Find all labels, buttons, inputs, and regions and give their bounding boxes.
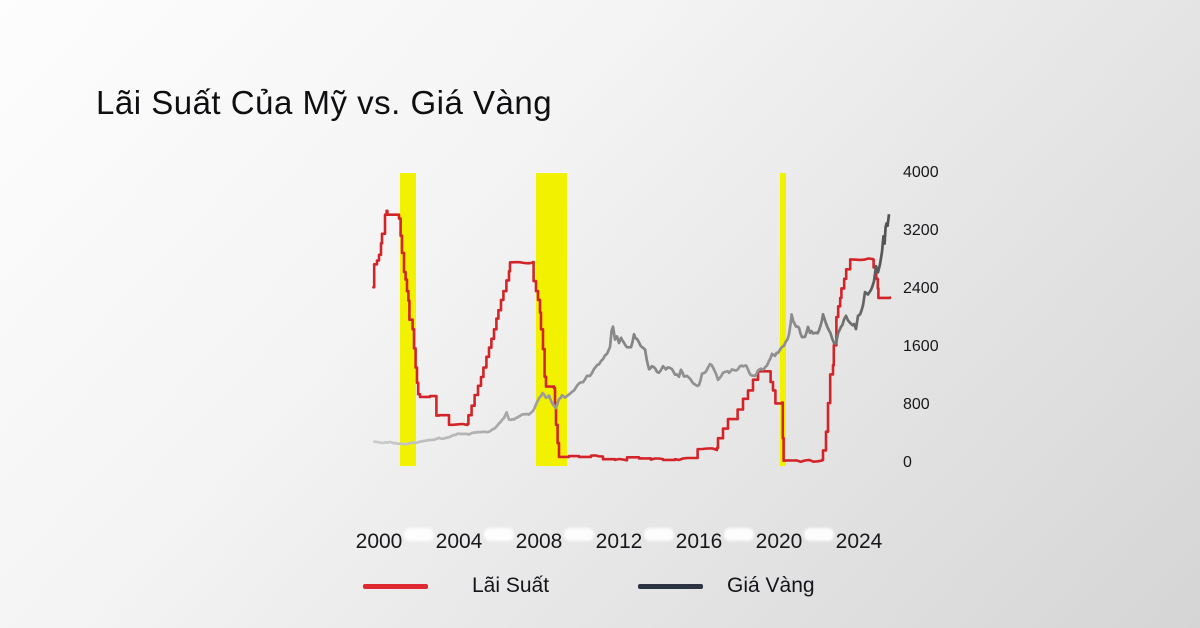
chart-title: Lãi Suất Của Mỹ vs. Giá Vàng bbox=[96, 84, 553, 121]
y-tick-label: 0 bbox=[903, 454, 912, 471]
axis-tick-pill bbox=[724, 528, 754, 541]
x-tick-label: 2024 bbox=[835, 530, 883, 553]
axis-tick-pill bbox=[484, 528, 514, 541]
x-tick-label: 2020 bbox=[755, 530, 803, 553]
gold-line-swatch bbox=[638, 583, 703, 589]
y-tick-label: 1600 bbox=[903, 338, 939, 355]
axis-tick-pill bbox=[404, 528, 434, 541]
interest-line-swatch bbox=[363, 583, 428, 589]
axis-tick-pill bbox=[804, 528, 834, 541]
y-tick-label: 800 bbox=[903, 396, 930, 413]
x-tick-label: 2012 bbox=[595, 530, 643, 553]
y-tick-label: 2400 bbox=[903, 280, 939, 297]
legend-label-gold-price: Giá Vàng bbox=[727, 574, 815, 597]
x-tick-label: 2008 bbox=[515, 530, 563, 553]
legend-label-interest-rate: Lãi Suất bbox=[472, 574, 550, 597]
legend-item-gold-price: Giá Vàng bbox=[638, 574, 815, 598]
y-tick-label: 4000 bbox=[903, 164, 939, 181]
recession-band bbox=[780, 173, 786, 466]
x-tick-label: 2016 bbox=[675, 530, 723, 553]
y-tick-label: 3200 bbox=[903, 222, 939, 239]
recession-band bbox=[400, 173, 416, 466]
gold-price-line bbox=[373, 214, 891, 446]
x-tick-label: 2000 bbox=[355, 530, 403, 553]
axis-tick-pill bbox=[644, 528, 674, 541]
axis-tick-pill bbox=[564, 528, 594, 541]
x-tick-label: 2004 bbox=[435, 530, 483, 553]
legend-item-interest-rate: Lãi Suất bbox=[363, 574, 549, 598]
interest-rate-line bbox=[372, 209, 892, 464]
